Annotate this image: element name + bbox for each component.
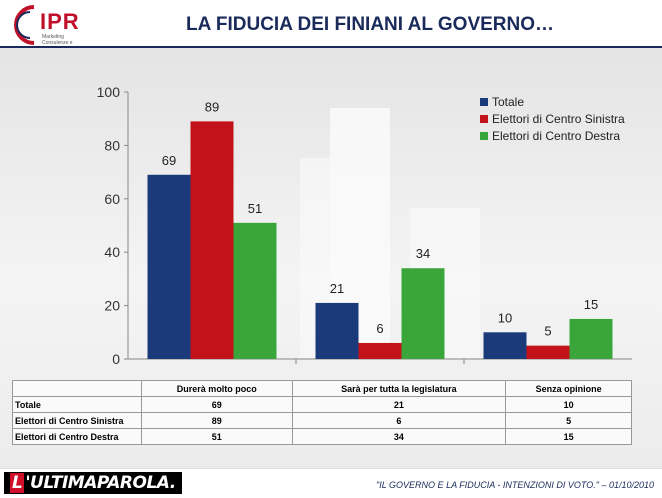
bar [147, 174, 191, 359]
legend-swatch [480, 98, 488, 106]
table-row-label: Elettori di Centro Sinistra [12, 412, 142, 429]
legend-label: Totale [492, 95, 524, 109]
y-tick-label: 60 [104, 191, 120, 207]
footer-caption: "IL GOVERNO E LA FIDUCIA - INTENZIONI DI… [376, 480, 654, 490]
ipr-logo: IPR Marketing Consulenze e Ricerche [4, 3, 84, 52]
table-cell: 34 [291, 428, 507, 445]
legend-label: Elettori di Centro Destra [492, 129, 620, 143]
bar [315, 302, 359, 359]
y-tick-label: 20 [104, 298, 120, 314]
table-cell: 89 [141, 412, 293, 429]
y-tick-label: 0 [112, 351, 120, 367]
bar [358, 342, 402, 359]
data-label: 15 [584, 297, 598, 312]
data-label: 10 [498, 310, 512, 325]
table-cell: 21 [291, 396, 507, 413]
y-tick-label: 40 [104, 244, 120, 260]
table-cell: 6 [291, 412, 507, 429]
table-cell: 5 [505, 412, 632, 429]
data-label: 6 [376, 321, 383, 336]
brand-logo-initial: L [10, 473, 25, 493]
data-label: 21 [330, 281, 344, 296]
legend-swatch [480, 132, 488, 140]
data-label: 5 [544, 324, 551, 339]
page-title: LA FIDUCIA DEI FINIANI AL GOVERNO… [185, 14, 555, 35]
brand-logo-text: 'ULTIMAPAROLA. [25, 473, 176, 493]
table-cell: 69 [141, 396, 293, 413]
brand-logo: L 'ULTIMAPAROLA. [4, 472, 182, 494]
legend-swatch [480, 115, 488, 123]
table-header-cell: Durerà molto poco [141, 380, 293, 397]
data-label: 69 [162, 153, 176, 168]
ipr-logo-mark-icon [14, 5, 35, 45]
table-header-row: Durerà molto poco Sarà per tutta la legi… [12, 380, 632, 397]
bar-chart: 0 20 40 60 80 100 69 89 51 21 6 34 10 5 15 Totale Eletto… [97, 84, 632, 367]
table-row: Elettori di Centro Destra 51 34 15 [12, 428, 632, 445]
table-cell: 15 [505, 428, 632, 445]
data-label: 51 [248, 201, 262, 216]
table-cell: 10 [505, 396, 632, 413]
y-tick-label: 100 [97, 84, 121, 100]
header-divider [0, 46, 662, 48]
table-row-label: Elettori di Centro Destra [12, 428, 142, 445]
table-row: Totale 69 21 10 [12, 396, 632, 413]
bar [569, 318, 613, 359]
bar [526, 345, 570, 359]
y-tick-label: 80 [104, 137, 120, 153]
table-row-label: Totale [12, 396, 142, 413]
bar [233, 222, 277, 359]
legend-label: Elettori di Centro Sinistra [492, 112, 625, 126]
bar [401, 268, 445, 359]
logo-text: IPR [40, 9, 80, 34]
table-row: Elettori di Centro Sinistra 89 6 5 [12, 412, 632, 429]
bar [190, 121, 234, 360]
data-label: 89 [205, 99, 219, 114]
data-label: 34 [416, 246, 430, 261]
bar [483, 332, 527, 359]
table-header-cell: Senza opinione [505, 380, 632, 397]
table-cell: 51 [141, 428, 293, 445]
table-header-cell: Sarà per tutta la legislatura [291, 380, 507, 397]
data-table: Durerà molto poco Sarà per tutta la legi… [12, 380, 632, 445]
header: IPR Marketing Consulenze e Ricerche LA F… [0, 0, 662, 52]
